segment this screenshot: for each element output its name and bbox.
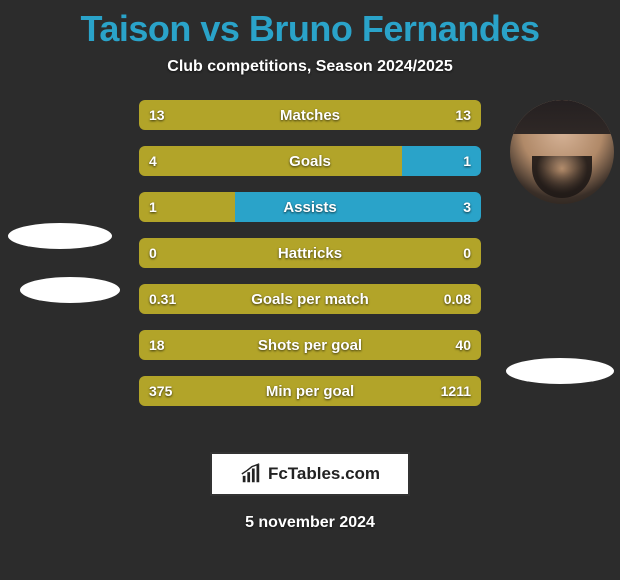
bar-row: 1840Shots per goal	[139, 330, 481, 360]
chart-icon	[240, 463, 262, 485]
bar-left-fill	[139, 146, 402, 176]
bar-row: 3751211Min per goal	[139, 376, 481, 406]
watermark: FcTables.com	[210, 452, 410, 496]
bar-left-fill	[139, 100, 481, 130]
bar-right-fill	[235, 192, 481, 222]
bar-right-fill	[402, 146, 481, 176]
bar-row: 13Assists	[139, 192, 481, 222]
watermark-text: FcTables.com	[268, 464, 380, 484]
right-blank-ellipse	[506, 358, 614, 384]
bar-left-fill	[139, 192, 235, 222]
left-blank-ellipse	[8, 223, 112, 249]
player-right-avatar	[510, 100, 614, 204]
bar-row: 0.310.08Goals per match	[139, 284, 481, 314]
comparison-bars: 1313Matches 41Goals 13Assists 00Hattricks 0.…	[139, 100, 481, 422]
bar-row: 41Goals	[139, 146, 481, 176]
bar-row: 1313Matches	[139, 100, 481, 130]
bar-left-fill	[139, 284, 481, 314]
bar-row: 00Hattricks	[139, 238, 481, 268]
player-left-avatar	[6, 100, 110, 204]
avatar-face-placeholder	[510, 100, 614, 204]
footer-date: 5 november 2024	[0, 514, 620, 532]
subtitle: Club competitions, Season 2024/2025	[0, 58, 620, 76]
bar-left-fill	[139, 330, 481, 360]
page-title: Taison vs Bruno Fernandes	[0, 0, 620, 50]
left-blank-ellipse	[20, 277, 120, 303]
bar-left-fill	[139, 238, 481, 268]
bar-left-fill	[139, 376, 481, 406]
comparison-content: 1313Matches 41Goals 13Assists 00Hattricks 0.…	[0, 100, 620, 440]
